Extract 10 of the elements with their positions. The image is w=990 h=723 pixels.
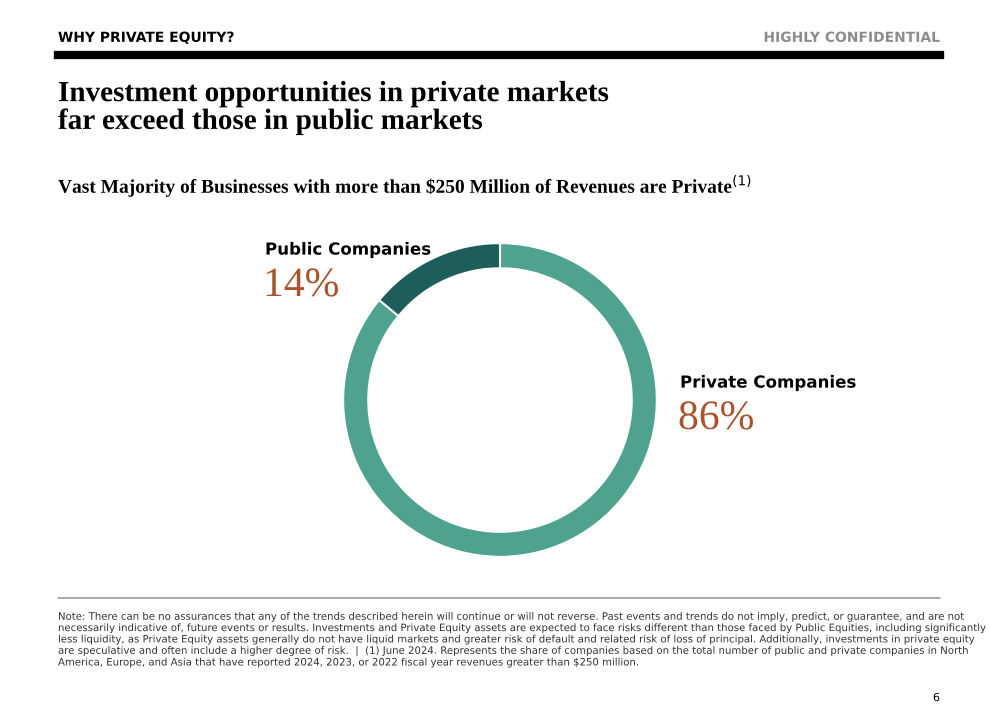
text: Note: There can be no assurances that any of the trends described herein will continue or will not reverse. Past events and trends do not imply, predict, or guarantee, and are not necessarily indicative of, future events or results. Investments and Private Equity assets are expected to face risks different than those faced by Public Equities, including significantly less liquidity, as Private Equity assets generally do not have liquid markets and greater risk of default and related risk of loss of principal. Additionally, investments in private equity are speculative and often include a higher degree of risk. | (1) June 2024. Represents the share of companies based on the total number of public and private companies in North America, Europe, and Asia that have reported 2024, 2023, or 2022 fiscal year revenues greater than $250 million. xyxy=(58,612,986,668)
data-label: 14% xyxy=(266,268,338,297)
text: HIGHLY CONFIDENTIAL xyxy=(764,32,940,42)
chart-title: Investment opportunities in private markets far exceed those in public markets xyxy=(58,80,608,136)
chart-subtitle: Vast Majority of Businesses with more than $250 Million of Revenues are Private$^{(1)}$ xyxy=(58,174,750,197)
slice-label: Private Companies xyxy=(682,374,856,392)
data-label: 86% xyxy=(680,401,753,430)
slice-label: Public Companies xyxy=(266,242,430,258)
text: WHY PRIVATE EQUITY? xyxy=(58,32,234,44)
text: 6 xyxy=(934,692,940,702)
